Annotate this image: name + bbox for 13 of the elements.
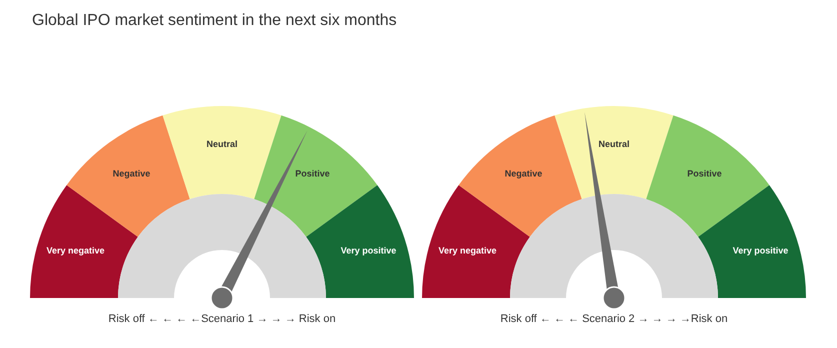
- slice-label: Positive: [687, 168, 722, 178]
- slice-label: Negative: [504, 168, 542, 178]
- slice-label: Very positive: [340, 245, 396, 256]
- slice-label: Very positive: [732, 245, 788, 256]
- slice-label: Neutral: [598, 139, 630, 149]
- slice-label: Positive: [295, 168, 330, 178]
- text: Risk off ← ← ← Scenario 2 → → → →Risk on: [499, 313, 729, 325]
- slice-label: Neutral: [206, 139, 238, 149]
- slice-label: Negative: [112, 168, 150, 178]
- chart-title: Global IPO market sentiment in the next six months: [32, 12, 397, 30]
- slice-label: Very negative: [438, 245, 497, 256]
- slice-label: Very negative: [46, 245, 105, 256]
- text: Risk off ← ← ← ←Scenario 1 → → → Risk on: [107, 313, 337, 325]
